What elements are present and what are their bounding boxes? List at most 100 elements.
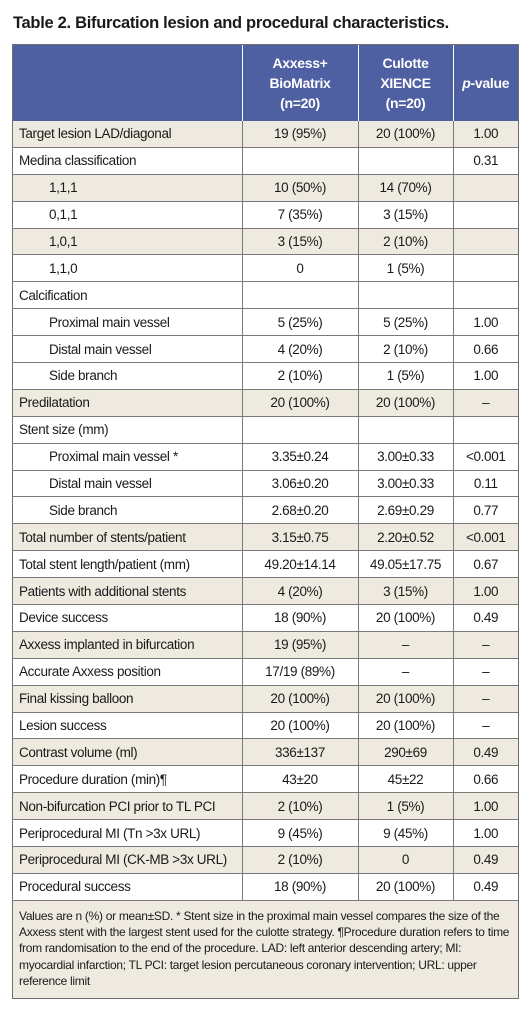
- row-label: Axxess implanted in bifurcation: [13, 630, 242, 659]
- row-label: Target lesion LAD/diagonal: [13, 121, 242, 148]
- culotte-value: 20 (100%): [357, 684, 453, 713]
- row-label: Non-bifurcation PCI prior to TL PCI: [13, 792, 242, 820]
- p-value: 0.49: [452, 738, 518, 766]
- culotte-value: 45±22: [357, 765, 453, 793]
- table-row: Distal main vessel 3.06±0.20 3.00±0.33 0.11: [13, 469, 518, 497]
- row-label: Lesion success: [13, 711, 242, 739]
- table-row: Procedure duration (min)¶ 43±20 45±22 0.66: [13, 765, 518, 793]
- p-value: [452, 200, 518, 229]
- table-row: Final kissing balloon 20 (100%) 20 (100%) –: [13, 684, 518, 713]
- axxess-value: [241, 415, 358, 444]
- header-p-rest: -value: [470, 75, 510, 91]
- header-culotte-line3: (n=20): [385, 95, 426, 111]
- table-row: Distal main vessel 4 (20%) 2 (10%) 0.66: [13, 335, 518, 363]
- culotte-value: 2.69±0.29: [357, 496, 453, 524]
- row-label: Distal main vessel: [13, 469, 242, 497]
- axxess-value: 20 (100%): [241, 388, 358, 417]
- axxess-value: 9 (45%): [241, 819, 358, 847]
- p-value: –: [452, 388, 518, 417]
- table-row: Proximal main vessel * 3.35±0.24 3.00±0.33…: [13, 442, 518, 471]
- table-row: Target lesion LAD/diagonal 19 (95%) 20 (10…: [13, 121, 518, 148]
- p-value: [452, 281, 518, 309]
- table-row: Side branch 2.68±0.20 2.69±0.29 0.77: [13, 496, 518, 524]
- p-value: 0.77: [452, 496, 518, 524]
- row-label: Proximal main vessel *: [13, 442, 242, 471]
- table-row: Stent size (mm): [13, 415, 518, 444]
- header-culotte-line2: XIENCE: [380, 75, 431, 91]
- p-value: 0.66: [452, 335, 518, 363]
- row-label: 1,1,1: [13, 173, 242, 202]
- axxess-value: 18 (90%): [241, 604, 358, 632]
- table-row: Patients with additional stents 4 (20%) 3 …: [13, 577, 518, 605]
- culotte-value: 49.05±17.75: [357, 550, 453, 578]
- axxess-value: 2 (10%): [241, 846, 358, 874]
- table-row: Medina classification 0.31: [13, 146, 518, 175]
- row-label: Predilatation: [13, 388, 242, 417]
- table-body: Target lesion LAD/diagonal 19 (95%) 20 (10…: [13, 121, 518, 900]
- p-value: 0.49: [452, 846, 518, 874]
- table-row: Accurate Axxess position 17/19 (89%) – –: [13, 657, 518, 686]
- culotte-value: 20 (100%): [357, 872, 453, 900]
- row-label: Final kissing balloon: [13, 684, 242, 713]
- p-value: [452, 173, 518, 202]
- culotte-value: [357, 146, 453, 175]
- axxess-value: 3.06±0.20: [241, 469, 358, 497]
- header-axxess: Axxess+ BioMatrix (n=20): [241, 45, 358, 121]
- p-value: [452, 254, 518, 282]
- header-axxess-line3: (n=20): [280, 95, 320, 111]
- row-label: Procedure duration (min)¶: [13, 765, 242, 793]
- axxess-value: 10 (50%): [241, 173, 358, 202]
- table-row: Proximal main vessel 5 (25%) 5 (25%) 1.00: [13, 308, 518, 336]
- p-value: <0.001: [452, 442, 518, 471]
- p-value: [452, 227, 518, 255]
- p-value: 0.11: [452, 469, 518, 497]
- culotte-value: 1 (5%): [357, 254, 453, 282]
- p-value: 0.49: [452, 872, 518, 900]
- row-label: Medina classification: [13, 146, 242, 175]
- row-label: Periprocedural MI (Tn >3x URL): [13, 819, 242, 847]
- row-label: Accurate Axxess position: [13, 657, 242, 686]
- table-row: Total stent length/patient (mm) 49.20±14.…: [13, 550, 518, 578]
- table-row: Axxess implanted in bifurcation 19 (95%) –…: [13, 630, 518, 659]
- header-p-value: p-value: [452, 45, 518, 121]
- p-value: 0.66: [452, 765, 518, 793]
- row-label: 0,1,1: [13, 200, 242, 229]
- axxess-value: 3.15±0.75: [241, 523, 358, 551]
- p-value: 1.00: [452, 308, 518, 336]
- culotte-value: 20 (100%): [357, 388, 453, 417]
- axxess-value: 19 (95%): [241, 121, 358, 148]
- axxess-value: 2 (10%): [241, 792, 358, 820]
- p-value: 1.00: [452, 121, 518, 148]
- row-label: Proximal main vessel: [13, 308, 242, 336]
- culotte-value: 290±69: [357, 738, 453, 766]
- p-value: 1.00: [452, 819, 518, 847]
- row-label: Side branch: [13, 362, 242, 390]
- header-axxess-line2: BioMatrix: [269, 75, 331, 91]
- culotte-value: 5 (25%): [357, 308, 453, 336]
- row-label: Procedural success: [13, 872, 242, 900]
- culotte-value: 2.20±0.52: [357, 523, 453, 551]
- p-value: –: [452, 711, 518, 739]
- header-axxess-line1: Axxess+: [272, 55, 328, 71]
- p-value: <0.001: [452, 523, 518, 551]
- culotte-value: 9 (45%): [357, 819, 453, 847]
- axxess-value: 2.68±0.20: [241, 496, 358, 524]
- p-value: –: [452, 684, 518, 713]
- axxess-value: 19 (95%): [241, 630, 358, 659]
- header-culotte: Culotte XIENCE (n=20): [357, 45, 453, 121]
- culotte-value: 1 (5%): [357, 792, 453, 820]
- axxess-value: 336±137: [241, 738, 358, 766]
- row-label: Total stent length/patient (mm): [13, 550, 242, 578]
- row-label: 1,0,1: [13, 227, 242, 255]
- row-label: Side branch: [13, 496, 242, 524]
- culotte-value: 3 (15%): [357, 200, 453, 229]
- row-label: Patients with additional stents: [13, 577, 242, 605]
- axxess-value: 49.20±14.14: [241, 550, 358, 578]
- culotte-value: 20 (100%): [357, 711, 453, 739]
- culotte-value: 2 (10%): [357, 335, 453, 363]
- table-row: Total number of stents/patient 3.15±0.75 2…: [13, 523, 518, 551]
- axxess-value: 5 (25%): [241, 308, 358, 336]
- p-value: 0.31: [452, 146, 518, 175]
- axxess-value: 4 (20%): [241, 577, 358, 605]
- data-table: Axxess+ BioMatrix (n=20) Culotte XIENCE …: [12, 44, 519, 1000]
